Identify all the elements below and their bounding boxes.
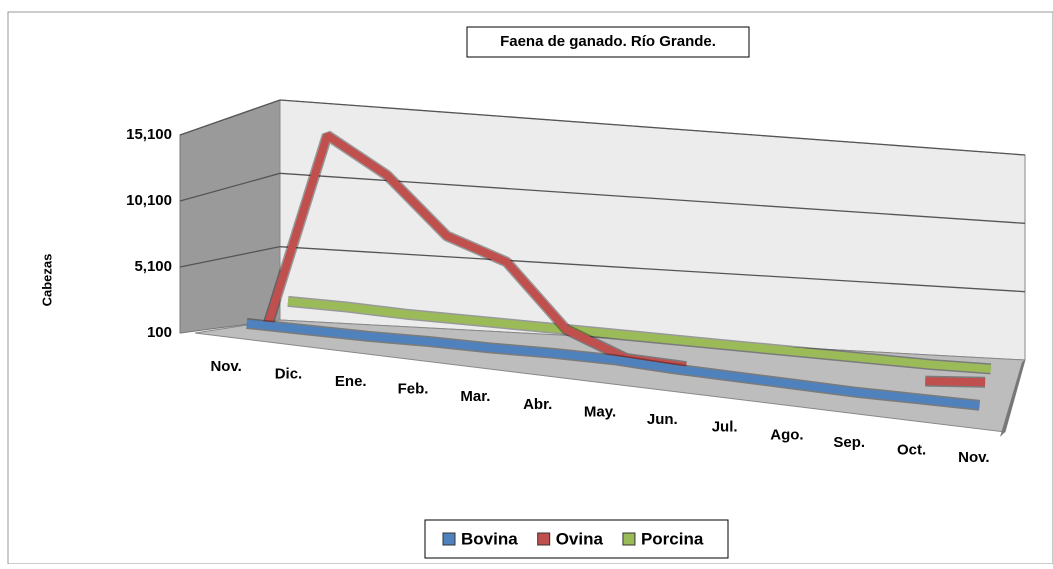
x-tick-label: Nov. xyxy=(210,358,241,375)
legend-swatch xyxy=(537,532,551,546)
floor-edge xyxy=(1000,360,1025,437)
x-tick-label: Oct. xyxy=(897,442,926,459)
legend-swatch xyxy=(622,532,636,546)
x-tick-label: Feb. xyxy=(398,381,429,398)
x-tick-label: Sep. xyxy=(833,434,865,451)
legend-label: Bovina xyxy=(461,529,518,548)
y-tick-label: 15,100 xyxy=(126,126,172,143)
grid-line xyxy=(179,246,1026,293)
y-tick-label: 5,100 xyxy=(134,258,172,275)
chart-title: Faena de ganado. Río Grande. xyxy=(500,33,716,50)
legend-label: Porcina xyxy=(641,529,704,548)
x-tick-label: Abr. xyxy=(523,396,552,413)
x-tick-label: Jun. xyxy=(647,411,678,428)
title-box xyxy=(466,26,750,58)
legend-box xyxy=(424,519,729,559)
series-line xyxy=(246,319,980,410)
grid-line xyxy=(179,172,1026,224)
y-tick-label: 10,100 xyxy=(126,192,172,209)
series-line xyxy=(263,131,986,387)
series-line xyxy=(287,297,991,373)
legend-label: Ovina xyxy=(556,529,604,548)
x-tick-label: May. xyxy=(584,403,616,420)
x-tick-label: Nov. xyxy=(958,449,989,466)
y-tick-label: 100 xyxy=(147,324,172,341)
x-tick-label: Ago. xyxy=(770,426,803,443)
grid-line xyxy=(179,99,1026,156)
left-wall xyxy=(179,99,281,334)
legend-swatch xyxy=(442,532,456,546)
x-tick-label: Dic. xyxy=(275,365,303,382)
x-tick-label: Jul. xyxy=(712,419,738,436)
x-tick-label: Mar. xyxy=(460,388,490,405)
x-tick-label: Ene. xyxy=(335,373,367,390)
y-axis-label: Cabezas xyxy=(39,254,54,307)
